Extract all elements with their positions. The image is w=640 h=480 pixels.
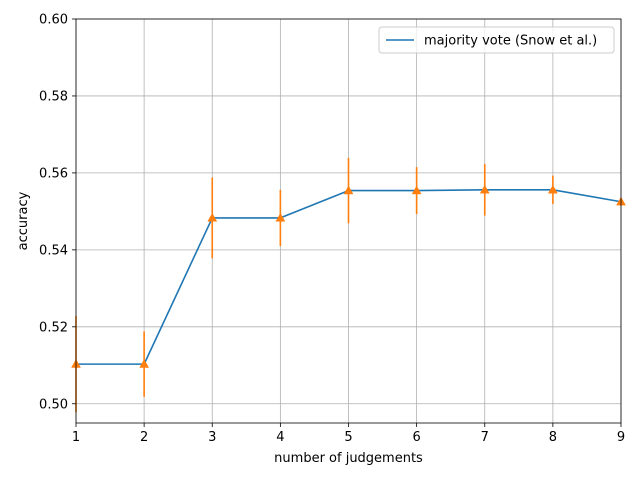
x-tick-label: 9	[617, 430, 625, 445]
data-point-marker	[343, 185, 354, 195]
axis-ticks: 1 2 3 4 5 6 7 8 9 0.50 0.52 0.54 0.56 0.58 0.60	[39, 13, 625, 446]
data-point-marker	[207, 212, 218, 222]
y-tick-label: 0.58	[39, 89, 68, 104]
x-tick-label: 3	[208, 430, 216, 445]
legend-box	[378, 26, 615, 54]
legend: majority vote (Snow et al.)	[378, 26, 615, 54]
x-axis-label: number of judgements	[274, 451, 423, 466]
x-tick-label: 4	[276, 430, 284, 445]
y-tick-label: 0.50	[39, 397, 68, 412]
x-tick-label: 8	[549, 430, 557, 445]
y-tick-label: 0.54	[39, 243, 68, 258]
data-point-marker	[275, 212, 286, 222]
y-tick-label: 0.52	[39, 320, 68, 335]
data-point-marker	[547, 184, 558, 194]
x-tick-label: 2	[140, 430, 148, 445]
y-tick-label: 0.60	[39, 13, 68, 28]
x-tick-label: 7	[481, 430, 489, 445]
legend-label: majority vote (Snow et al.)	[424, 34, 597, 49]
x-tick-label: 5	[344, 430, 352, 445]
data-point-marker	[139, 359, 150, 368]
data-point-marker	[411, 185, 422, 195]
x-tick-label: 1	[72, 430, 80, 445]
y-tick-label: 0.56	[39, 166, 68, 181]
data-point-marker	[479, 184, 490, 194]
x-tick-label: 6	[412, 430, 420, 445]
y-axis-label: accuracy	[16, 191, 31, 250]
